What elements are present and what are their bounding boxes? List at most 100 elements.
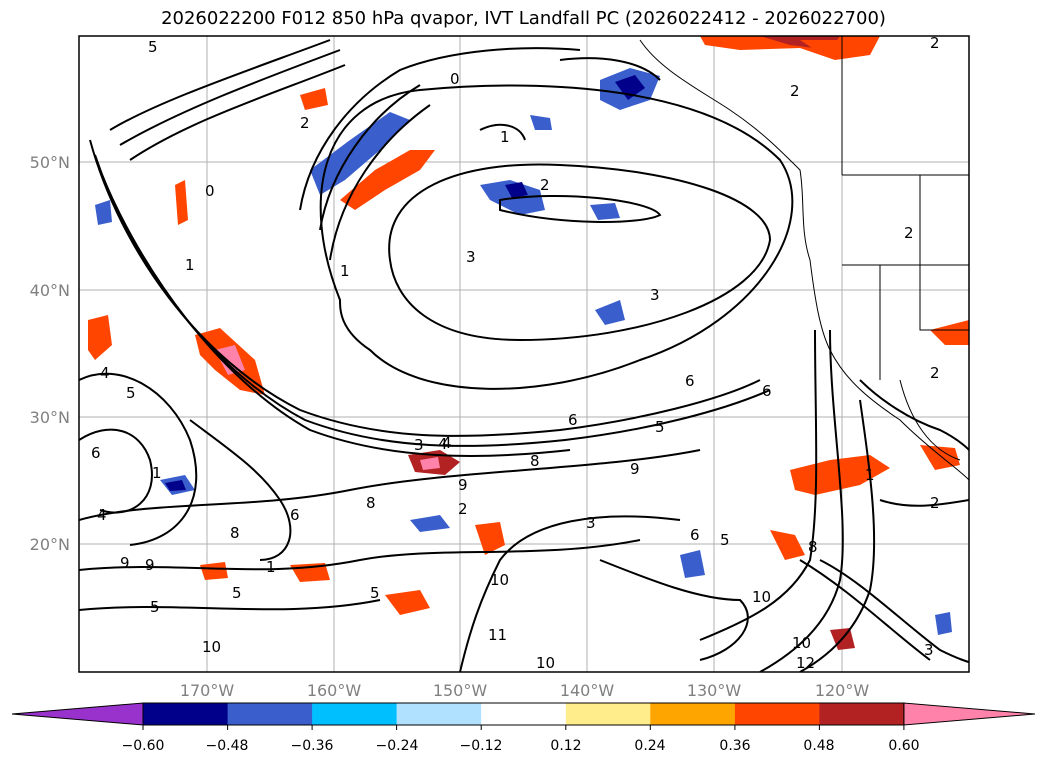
contour-label: 2	[458, 500, 468, 518]
colorbar	[11, 702, 1036, 730]
contour-line	[329, 104, 431, 261]
contour-line	[79, 428, 153, 514]
contour-label: 1	[266, 558, 276, 576]
contour-label: 5	[148, 38, 158, 56]
contour-label: 2	[300, 114, 310, 132]
contour-label: 8	[230, 524, 240, 542]
contour-labels: 5 2 0 1 2 2 1 3 3 0 1 4 5 4 6 1 4 8 9 6 …	[91, 34, 940, 672]
fill-patch	[800, 40, 860, 52]
colorbar-label: 0.48	[803, 738, 834, 754]
fill-patch	[175, 180, 188, 225]
colorbar-extend-low	[11, 702, 144, 726]
contour-label: 0	[205, 182, 215, 200]
contour-label: 4	[97, 506, 107, 524]
colorbar-extend-high	[903, 702, 1036, 726]
colorbar-outline	[142, 702, 905, 726]
contour-line	[79, 539, 641, 571]
lon-label-160w: 160°W	[307, 681, 362, 700]
fill-patch	[935, 612, 952, 635]
contour-label: 6	[91, 444, 101, 462]
colorbar-label: −0.12	[460, 738, 503, 754]
contour-label: 6	[568, 411, 578, 429]
contour-label: 3	[414, 436, 424, 454]
contour-label: 10	[752, 588, 771, 606]
contour-label: 10	[202, 638, 221, 656]
fill-patch	[310, 112, 410, 195]
contour-label: 5	[655, 418, 665, 436]
latitude-labels: 50°N 40°N 30°N 20°N	[30, 153, 70, 554]
contour-label: 2	[790, 82, 800, 100]
lon-label-130w: 130°W	[687, 681, 742, 700]
fill-patch	[595, 300, 625, 325]
contour-line	[99, 169, 571, 457]
contour-label: 2	[930, 494, 940, 512]
contour-label: 9	[120, 554, 130, 572]
contour-label: 1	[500, 128, 510, 146]
lon-label-120w: 120°W	[815, 681, 870, 700]
fill-patch	[590, 203, 620, 220]
contour-label: 8	[808, 538, 818, 556]
contour-label: 5	[720, 531, 730, 549]
contour-line	[299, 47, 581, 211]
contour-label: 3	[586, 514, 596, 532]
contour-line	[79, 449, 701, 521]
colorbar-segment	[312, 703, 398, 725]
lat-label-50n: 50°N	[30, 153, 70, 172]
contour-line	[479, 123, 526, 141]
contour-line	[189, 419, 292, 561]
contour-label: 1	[185, 256, 195, 274]
map-content: 5 2 0 1 2 2 1 3 3 0 1 4 5 4 6 1 4 8 9 6 …	[79, 34, 969, 672]
contour-line	[759, 329, 844, 672]
colorbar-label: −0.24	[376, 738, 419, 754]
contour-label: 2	[930, 34, 940, 52]
contour-label: 11	[488, 626, 507, 644]
contour-label: 4	[100, 364, 110, 382]
contour-line	[599, 559, 749, 661]
contour-line	[499, 194, 662, 223]
colorbar-segment	[143, 703, 228, 725]
fill-patch	[385, 590, 430, 615]
contour-label: 5	[232, 584, 242, 602]
contour-line	[119, 49, 341, 146]
contour-label: 9	[630, 460, 640, 478]
longitude-labels: 170°W 160°W 150°W 140°W 130°W 120°W	[180, 681, 870, 700]
contour-label: 4	[442, 434, 452, 452]
lat-label-40n: 40°N	[30, 281, 70, 300]
fill-patch	[615, 75, 645, 100]
contour-label: 10	[792, 634, 811, 652]
contour-line	[129, 64, 346, 161]
contour-label: 9	[145, 556, 155, 574]
contour-label: 8	[366, 494, 376, 512]
fill-patch	[410, 515, 450, 532]
lon-label-140w: 140°W	[560, 681, 615, 700]
contour-label: 6	[690, 526, 700, 544]
fill-patch	[88, 315, 112, 360]
contour-line	[79, 599, 381, 611]
contour-line	[559, 57, 661, 81]
colorbar-labels: −0.60 −0.48 −0.36 −0.24 −0.12 0.12 0.24 …	[122, 738, 920, 754]
contour-label: 5	[150, 598, 160, 616]
contour-line	[819, 559, 969, 663]
coastlines	[639, 36, 969, 481]
contour-label: 1	[865, 466, 875, 484]
contour-line	[879, 499, 969, 507]
contour-label: 12	[796, 654, 815, 672]
contour-label: 2	[540, 176, 550, 194]
chart-title: 2026022200 F012 850 hPa qvapor, IVT Land…	[161, 8, 886, 29]
fill-patch	[340, 150, 435, 210]
map-frame	[78, 35, 970, 673]
border-line	[919, 175, 969, 331]
contour-label: 5	[126, 384, 136, 402]
colorbar-segment	[734, 703, 820, 725]
colorbar-segment	[481, 703, 567, 725]
fill-patch	[770, 530, 805, 560]
colorbar-label: 0.12	[550, 738, 581, 754]
colorbar-label: −0.36	[291, 738, 334, 754]
colorbar-segment	[227, 703, 313, 725]
lon-label-150w: 150°W	[433, 681, 488, 700]
contour-label: 5	[370, 584, 380, 602]
fill-patch	[95, 200, 112, 225]
contour-label: 9	[458, 476, 468, 494]
colorbar-segment	[650, 703, 736, 725]
